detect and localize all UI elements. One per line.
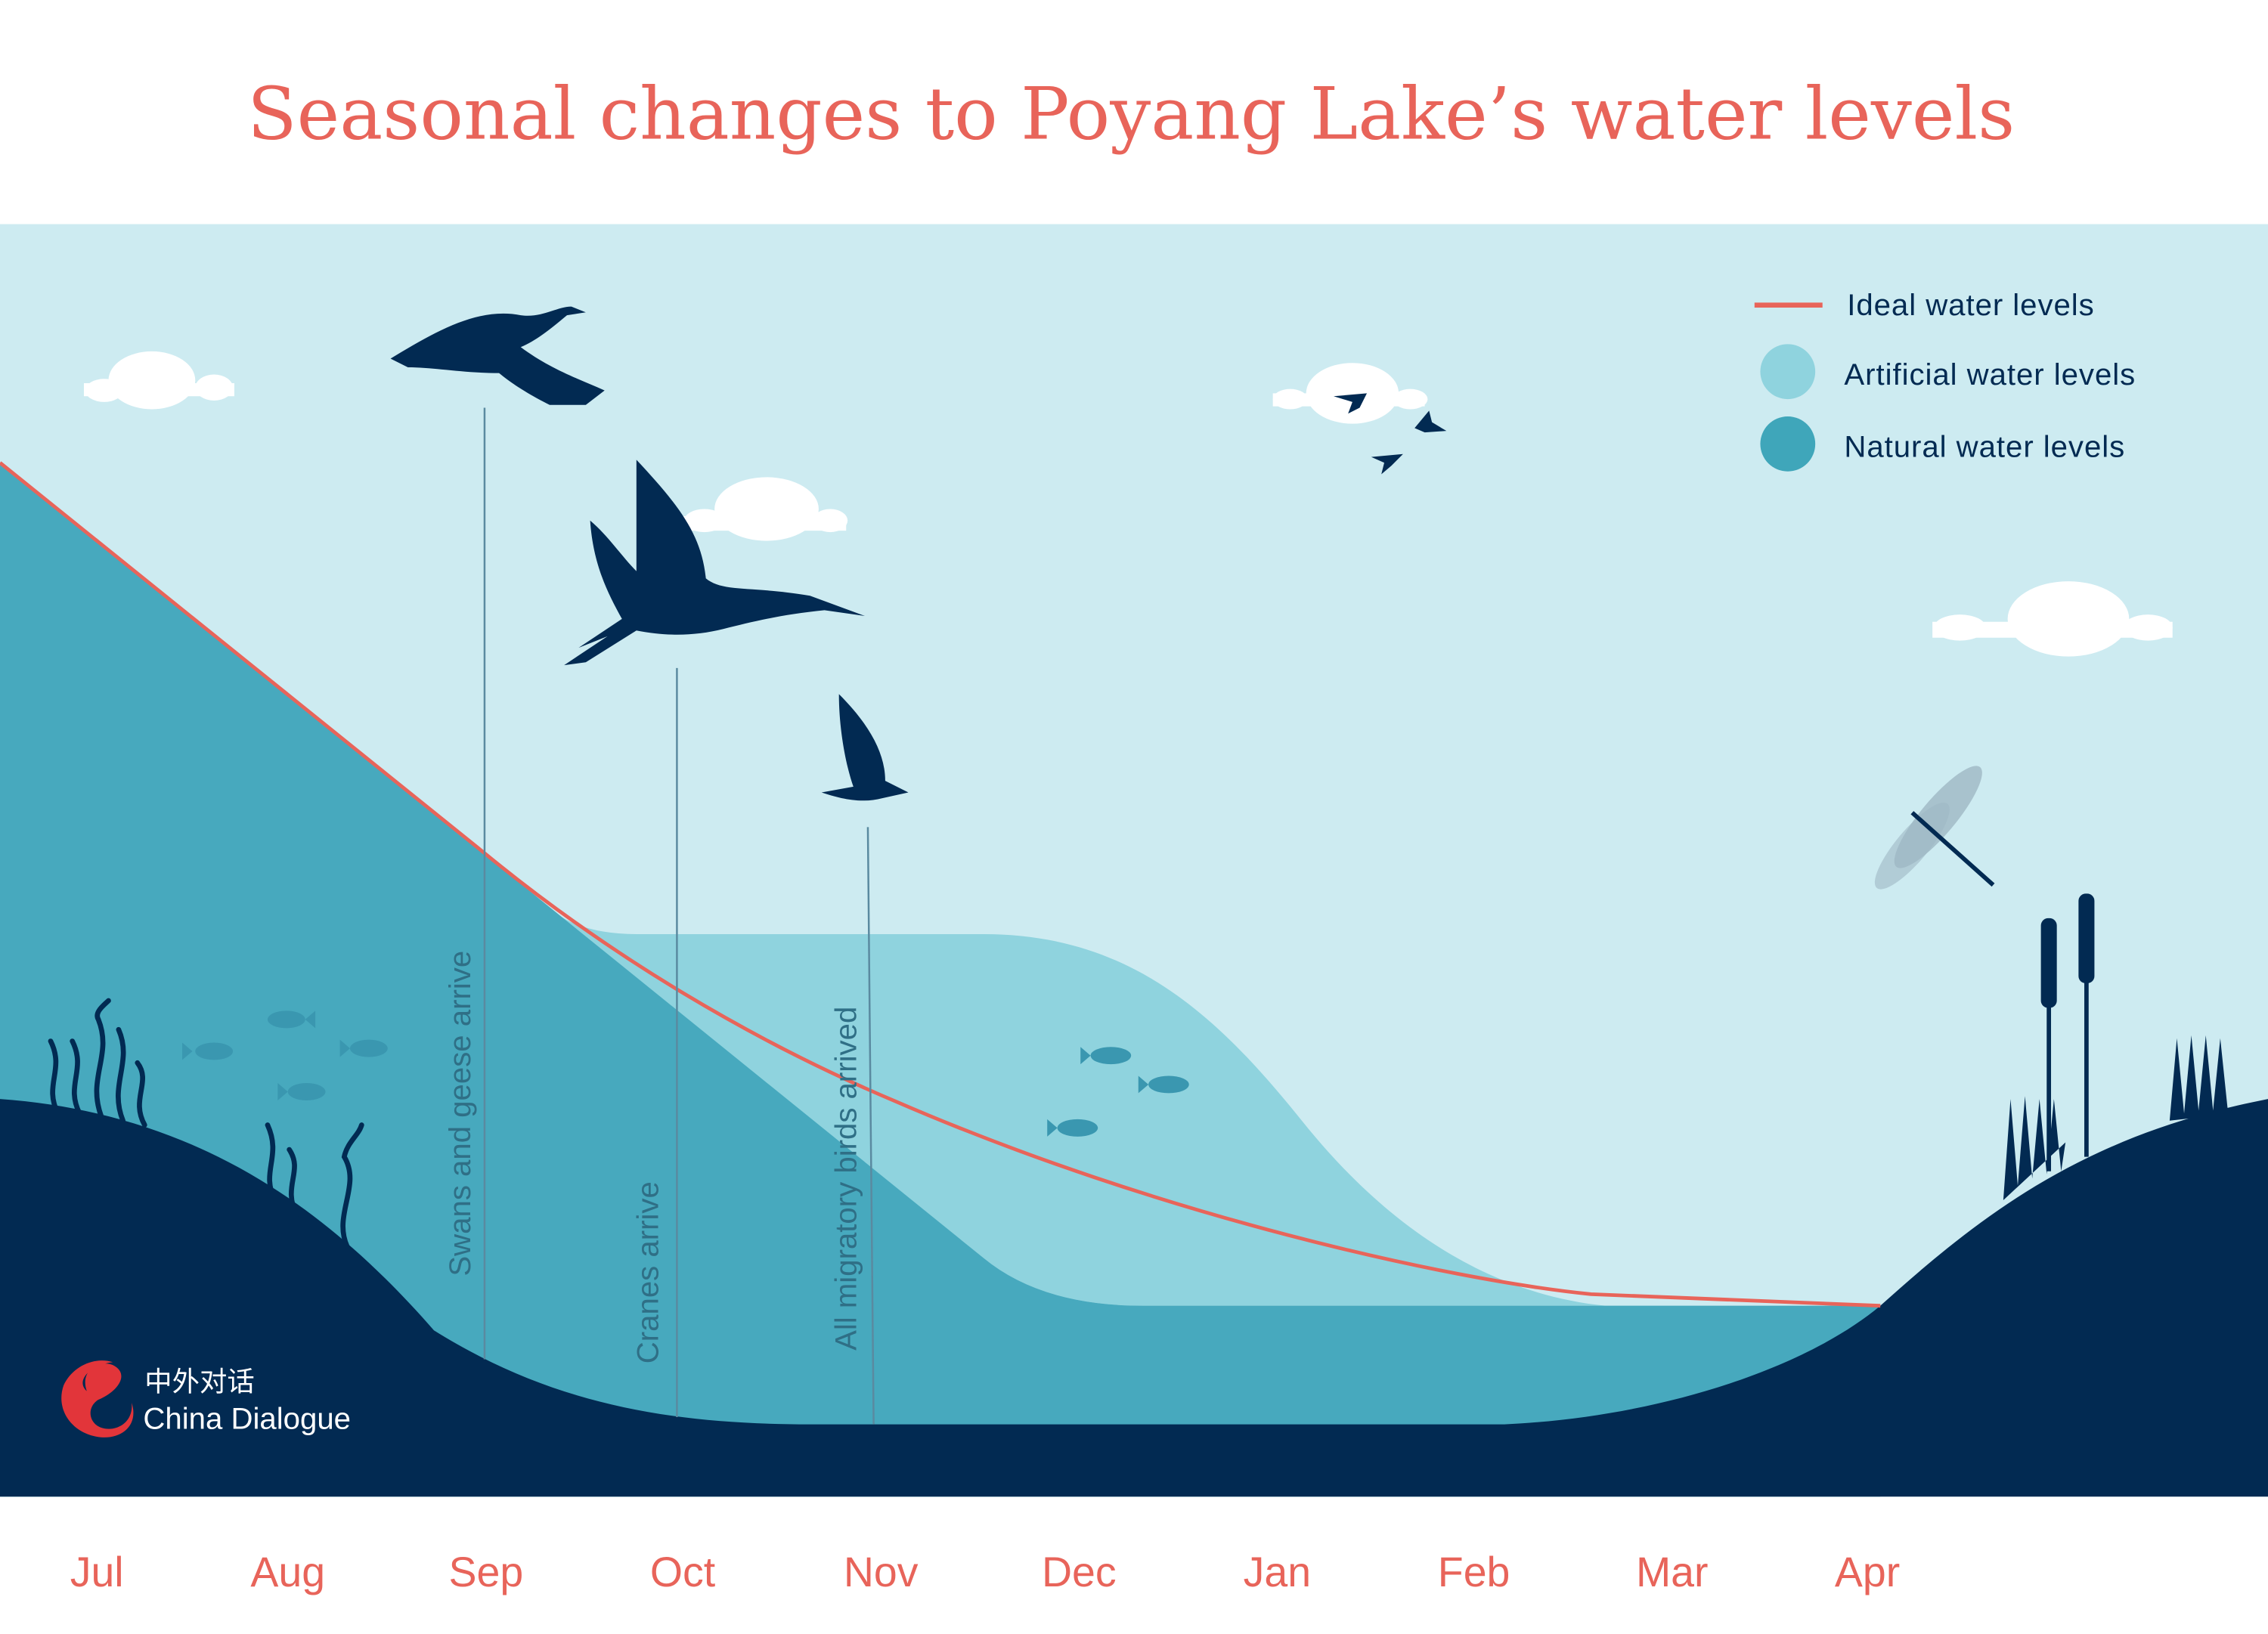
month-label-aug: Aug — [250, 1549, 325, 1595]
dragonfly-icon — [1874, 766, 1995, 890]
fish-icons — [182, 1010, 1189, 1137]
month-label-nov: Nov — [844, 1549, 919, 1595]
annotation-lines — [483, 407, 875, 1425]
china-dialogue-logo: 中外对话 China Dialogue — [61, 1360, 351, 1437]
bird-icon — [821, 694, 909, 801]
small-bird-icon — [1371, 453, 1403, 475]
month-label-dec: Dec — [1042, 1549, 1117, 1595]
legend-artificial-swatch — [1760, 344, 1816, 400]
fish-icon — [182, 1042, 234, 1060]
month-label-jul: Jul — [70, 1549, 124, 1595]
logo-chinese-text: 中外对话 — [144, 1366, 254, 1398]
month-label-mar: Mar — [1636, 1549, 1709, 1595]
chart-title: Seasonal changes to Poyang Lake’s water … — [247, 72, 2015, 156]
legend-natural-label: Natural water levels — [1844, 430, 2125, 464]
legend-ideal-label: Ideal water levels — [1847, 288, 2094, 322]
legend: Ideal water levels Artificial water leve… — [1754, 288, 2136, 472]
annotation-cranes: Cranes arrive — [631, 1181, 665, 1363]
cloud-icon — [83, 351, 234, 410]
cattail-icon — [2040, 918, 2057, 1008]
artificial-water-area — [556, 914, 1606, 1306]
reed-icons — [2003, 893, 2235, 1201]
ground — [0, 1099, 2268, 1497]
fish-icon — [1138, 1075, 1189, 1094]
month-label-jan: Jan — [1244, 1549, 1311, 1595]
fish-icon — [1047, 1119, 1098, 1137]
fish-icon — [339, 1039, 388, 1057]
ideal-water-line — [0, 461, 1881, 1308]
logo-mark-icon — [61, 1360, 134, 1437]
annotation-migratory: All migratory birds arrived — [829, 1007, 863, 1351]
natural-water-area — [0, 463, 1881, 1497]
legend-artificial-label: Artificial water levels — [1844, 357, 2136, 391]
small-bird-icon — [1334, 393, 1368, 414]
annotation-line-migratory — [866, 827, 875, 1425]
fish-icon — [267, 1010, 316, 1029]
cloud-icon — [1932, 581, 2173, 657]
cattail-stem — [2084, 976, 2089, 1157]
cattail-stem — [2046, 998, 2052, 1171]
bird-icons — [390, 306, 1447, 801]
legend-natural-swatch — [1760, 416, 1816, 472]
logo-english-text: China Dialogue — [143, 1401, 351, 1435]
fish-icon — [1080, 1047, 1132, 1065]
fish-icon — [277, 1083, 326, 1100]
month-label-sep: Sep — [449, 1549, 524, 1595]
month-label-feb: Feb — [1438, 1549, 1510, 1595]
small-bird-icon — [1414, 410, 1447, 433]
cloud-icon — [680, 477, 848, 541]
annotation-swans: Swans and geese arrive — [443, 951, 477, 1277]
seaweed-icons — [48, 998, 364, 1249]
cattail-icon — [2078, 893, 2095, 984]
goose-icon — [390, 306, 605, 405]
crane-icon — [564, 460, 866, 666]
month-axis: Jul Aug Sep Oct Nov Dec Jan Feb Mar Apr — [70, 1549, 1900, 1595]
month-label-apr: Apr — [1835, 1549, 1900, 1595]
month-label-oct: Oct — [650, 1549, 715, 1595]
